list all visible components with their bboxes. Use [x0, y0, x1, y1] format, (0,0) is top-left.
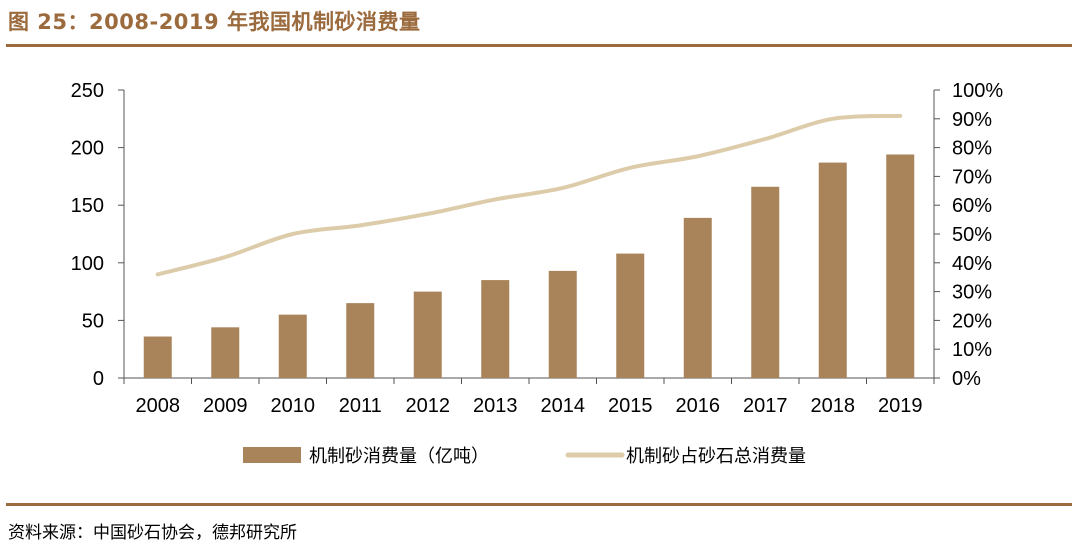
left-tick-label: 250: [71, 80, 104, 102]
bar: [346, 303, 375, 378]
axes: 0 50 100 150 200 250 0% 10% 20% 30% 40% 50% 60% 70% 80…: [71, 80, 1004, 417]
x-tick-label: 2012: [406, 395, 451, 417]
right-tick-label: 40%: [952, 253, 992, 275]
legend: 机制砂消费量（亿吨） 机制砂占砂石总消费量: [243, 446, 806, 467]
top-divider: [6, 44, 1072, 47]
right-tick-label: 20%: [952, 310, 992, 332]
x-tick-label: 2011: [339, 395, 382, 417]
left-tick-label: 200: [71, 138, 104, 160]
bar: [481, 280, 510, 378]
bar: [278, 314, 307, 378]
left-tick-label: 0: [93, 368, 104, 390]
figure-title: 图 25：2008-2019 年我国机制砂消费量: [8, 10, 421, 34]
x-tick-label: 2017: [743, 395, 788, 417]
x-tick-label: 2014: [541, 395, 586, 417]
bar: [616, 253, 645, 378]
right-tick-label: 100%: [952, 80, 1003, 102]
bar: [143, 336, 172, 378]
x-tick-label: 2018: [811, 395, 856, 417]
x-tick-label: 2019: [878, 395, 923, 417]
x-tick-label: 2008: [136, 395, 181, 417]
source-note: 资料来源：中国砂石协会，德邦研究所: [8, 523, 297, 543]
x-tick-label: 2009: [203, 395, 248, 417]
x-tick-label: 2013: [473, 395, 518, 417]
right-tick-label: 30%: [952, 282, 992, 304]
x-tick-label: 2010: [271, 395, 316, 417]
right-tick-label: 50%: [952, 224, 992, 246]
right-tick-label: 80%: [952, 138, 992, 160]
left-tick-label: 100: [71, 253, 104, 275]
legend-bar-swatch: [243, 447, 301, 463]
share-line: [155, 113, 903, 277]
bar: [211, 327, 240, 378]
legend-bar-label: 机制砂消费量（亿吨）: [309, 446, 489, 467]
legend-line-label: 机制砂占砂石总消费量: [626, 446, 806, 467]
left-tick-label: 50: [82, 310, 104, 332]
bar: [413, 291, 442, 378]
bar: [751, 186, 780, 378]
right-tick-label: 0%: [952, 368, 981, 390]
right-tick-label: 10%: [952, 339, 992, 361]
bar: [886, 154, 915, 378]
bar-series: [143, 154, 915, 378]
right-tick-label: 90%: [952, 109, 992, 131]
left-tick-label: 150: [71, 195, 104, 217]
line-series: [155, 113, 903, 277]
bar: [548, 270, 577, 378]
right-tick-label: 70%: [952, 166, 992, 188]
bar: [683, 217, 712, 378]
x-tick-label: 2015: [608, 395, 653, 417]
bar: [818, 162, 847, 378]
right-tick-label: 60%: [952, 195, 992, 217]
bottom-divider: [6, 503, 1072, 506]
x-tick-label: 2016: [676, 395, 721, 417]
